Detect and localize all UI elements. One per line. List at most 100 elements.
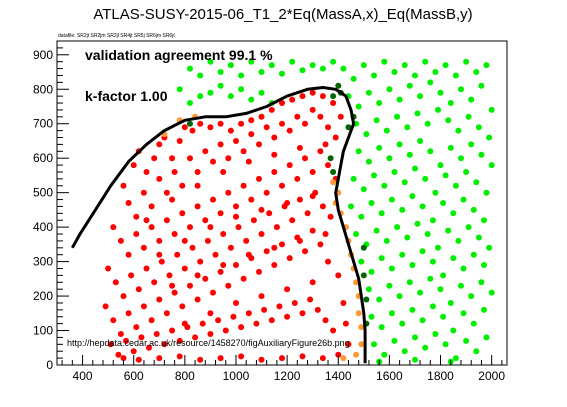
- y-tick-label-300: 300: [33, 255, 53, 269]
- point-allowed_agree-140: [386, 282, 393, 289]
- point-allowed_disagree-8: [360, 244, 367, 251]
- point-allowed_agree-62: [424, 120, 431, 127]
- point-allowed_agree-119: [435, 244, 441, 251]
- point-allowed_agree-99: [368, 200, 375, 206]
- y-tick-label-100: 100: [33, 324, 53, 338]
- point-excluded_agree-110: [304, 210, 311, 217]
- point-allowed_agree-145: [437, 286, 444, 293]
- point-allowed_agree-143: [417, 289, 424, 296]
- point-allowed_agree-135: [460, 265, 467, 272]
- point-excluded_agree-91: [158, 258, 165, 265]
- point-excluded_agree-173: [330, 327, 337, 334]
- point-allowed_agree-5: [238, 72, 245, 79]
- point-allowed_agree-155: [409, 306, 416, 313]
- point-allowed_agree-123: [475, 234, 482, 241]
- point-excluded_agree-69: [225, 189, 232, 196]
- point-allowed_agree-93: [452, 182, 459, 189]
- point-allowed_agree-75: [417, 138, 424, 144]
- point-allowed_disagree-10: [363, 296, 370, 303]
- point-allowed_agree-4: [227, 62, 234, 69]
- point-allowed_agree-154: [399, 320, 406, 327]
- point-excluded_agree-99: [220, 231, 227, 237]
- point-excluded_agree-151: [161, 341, 168, 348]
- point-allowed_agree-3: [217, 69, 224, 75]
- point-excluded_agree-94: [181, 265, 188, 272]
- point-excluded_agree-20: [299, 93, 306, 100]
- point-excluded_agree-214: [335, 272, 342, 279]
- point-allowed_agree-41: [355, 103, 362, 110]
- point-excluded_agree-167: [284, 313, 291, 320]
- point-allowed_agree-124: [486, 244, 493, 251]
- point-excluded_agree-43: [256, 141, 262, 148]
- point-excluded_agree-215: [340, 300, 347, 306]
- point-excluded_agree-185: [335, 351, 342, 358]
- point-excluded_agree-122: [163, 310, 170, 317]
- point-allowed_agree-153: [388, 310, 395, 317]
- point-excluded_agree-170: [307, 296, 314, 303]
- y-tick-label-200: 200: [33, 289, 53, 303]
- scatter-points: [102, 58, 495, 365]
- point-excluded_agree-89: [143, 265, 150, 272]
- point-allowed_agree-65: [455, 127, 462, 134]
- point-excluded_agree-106: [273, 224, 280, 231]
- point-excluded_agree-63: [179, 210, 186, 217]
- point-allowed_agree-118: [424, 231, 431, 237]
- point-allowed_agree-128: [388, 265, 395, 272]
- point-excluded_agree-23: [330, 100, 337, 106]
- point-allowed_agree-38: [473, 69, 480, 75]
- point-excluded_disagree-3: [330, 179, 337, 186]
- point-excluded_agree-188: [194, 182, 201, 189]
- point-allowed_agree-150: [488, 289, 495, 296]
- point-allowed_agree-35: [442, 62, 449, 69]
- point-excluded_agree-197: [233, 213, 239, 220]
- point-allowed_agree-107: [450, 210, 457, 217]
- y-tick-label-500: 500: [33, 186, 53, 200]
- point-excluded_agree-182: [279, 355, 285, 362]
- point-excluded_agree-117: [125, 310, 132, 317]
- point-allowed_agree-166: [401, 348, 408, 355]
- point-allowed_agree-68: [486, 134, 493, 141]
- point-allowed_agree-19: [248, 96, 255, 103]
- point-allowed_agree-126: [368, 268, 375, 275]
- point-excluded_agree-211: [258, 293, 265, 300]
- point-allowed_agree-96: [483, 189, 490, 196]
- point-excluded_agree-123: [171, 289, 178, 296]
- point-allowed_agree-144: [427, 275, 434, 282]
- point-excluded_agree-92: [166, 272, 173, 279]
- point-allowed_agree-163: [371, 341, 377, 348]
- point-allowed_agree-14: [330, 58, 337, 65]
- point-excluded_agree-119: [140, 303, 147, 310]
- point-excluded_agree-2: [143, 169, 150, 175]
- point-excluded_agree-39: [225, 155, 232, 162]
- point-excluded_agree-180: [238, 353, 245, 360]
- point-excluded_agree-147: [130, 348, 137, 355]
- point-allowed_agree-114: [383, 237, 390, 244]
- source-url: http://hepdata.cedar.ac.uk/resource/1458…: [67, 338, 350, 348]
- point-excluded_agree-184: [319, 355, 326, 362]
- point-allowed_disagree-0: [187, 120, 193, 127]
- point-excluded_agree-86: [120, 293, 127, 300]
- point-excluded_agree-0: [130, 162, 137, 169]
- point-excluded_agree-127: [202, 275, 209, 282]
- point-excluded_agree-102: [243, 237, 250, 244]
- point-allowed_agree-104: [419, 203, 426, 210]
- x-tick-label-1800: 1800: [427, 369, 454, 383]
- point-excluded_agree-120: [148, 317, 155, 324]
- point-allowed_agree-122: [465, 224, 472, 231]
- point-excluded_agree-71: [240, 182, 247, 189]
- point-allowed_agree-79: [458, 155, 464, 162]
- point-allowed_agree-39: [483, 62, 490, 69]
- point-excluded_agree-178: [197, 356, 204, 363]
- y-tick-label-400: 400: [33, 220, 53, 234]
- point-excluded_agree-207: [322, 231, 329, 237]
- point-allowed_agree-47: [417, 93, 424, 100]
- point-excluded_agree-172: [322, 317, 329, 324]
- point-allowed_agree-101: [388, 196, 395, 203]
- point-allowed_agree-45: [396, 96, 403, 103]
- point-excluded_agree-6: [169, 155, 176, 162]
- point-allowed_agree-173: [473, 348, 480, 355]
- point-excluded_agree-9: [189, 127, 196, 134]
- point-allowed_agree-130: [409, 262, 416, 268]
- point-excluded_agree-108: [289, 217, 296, 224]
- point-allowed_agree-152: [378, 324, 385, 331]
